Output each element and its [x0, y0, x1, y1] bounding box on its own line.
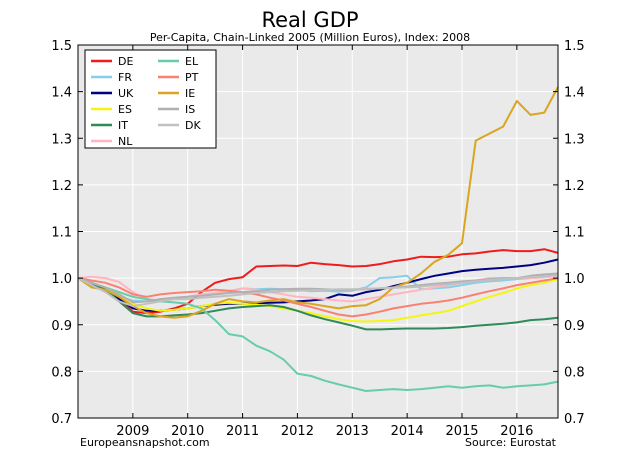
- legend-label-is: IS: [185, 103, 195, 116]
- x-tick-label: 2009: [116, 424, 149, 439]
- legend-label-it: IT: [118, 119, 128, 132]
- y-tick-label-left: 0.9: [51, 319, 72, 334]
- y-tick-label-left: 0.7: [51, 412, 72, 427]
- legend-label-pt: PT: [185, 71, 199, 84]
- y-tick-label-right: 1.5: [564, 39, 585, 54]
- legend-label-de: DE: [118, 55, 133, 68]
- footer-website: Europeansnapshot.com: [80, 436, 210, 449]
- y-tick-label-right: 0.7: [564, 412, 585, 427]
- x-tick-label: 2010: [171, 424, 204, 439]
- x-tick-label: 2012: [281, 424, 314, 439]
- x-tick-label: 2016: [500, 424, 533, 439]
- legend-label-fr: FR: [118, 71, 132, 84]
- y-tick-label-left: 1.4: [51, 86, 72, 101]
- y-tick-label-right: 1.2: [564, 179, 585, 194]
- x-tick-label: 2015: [445, 424, 478, 439]
- y-tick-label-right: 1.4: [564, 86, 585, 101]
- legend-label-dk: DK: [185, 119, 201, 132]
- y-tick-label-left: 1.5: [51, 39, 72, 54]
- legend-label-uk: UK: [118, 87, 134, 100]
- y-tick-label-right: 1.1: [564, 226, 585, 241]
- series-lines: [77, 86, 559, 392]
- x-tick-label: 2011: [226, 424, 259, 439]
- x-tick-label: 2014: [391, 424, 424, 439]
- y-tick-label-right: 1.0: [564, 272, 585, 287]
- series-line-pt: [77, 277, 559, 318]
- chart-title: Real GDP: [261, 8, 358, 32]
- y-tick-label-left: 1.1: [51, 226, 72, 241]
- y-tick-label-right: 1.3: [564, 132, 585, 147]
- legend-label-es: ES: [118, 103, 132, 116]
- y-tick-label-left: 0.8: [51, 365, 72, 380]
- series-line-de: [77, 248, 559, 315]
- y-tick-label-left: 1.2: [51, 179, 72, 194]
- legend-label-el: EL: [185, 55, 199, 68]
- chart-subtitle: Per-Capita, Chain-Linked 2005 (Million E…: [150, 31, 470, 44]
- x-tick-label: 2013: [336, 424, 369, 439]
- legend: DE FR UK ES IT NL EL PT IE IS DK: [84, 49, 217, 149]
- footer-source: Source: Eurostat: [465, 436, 557, 449]
- series-line-dk: [77, 274, 559, 308]
- y-tick-label-left: 1.3: [51, 132, 72, 147]
- series-line-es: [77, 277, 559, 323]
- y-tick-label-right: 0.8: [564, 365, 585, 380]
- legend-label-nl: NL: [118, 135, 133, 148]
- legend-label-ie: IE: [185, 87, 195, 100]
- legend-box: [84, 49, 217, 149]
- axis-ticks: 2009 2010 2011 2012 2013 2014 2015 2016 0.7 0.7 0.…: [51, 39, 584, 439]
- y-tick-label-right: 0.9: [564, 319, 585, 334]
- y-tick-label-left: 1.0: [51, 272, 72, 287]
- series-line-ie: [77, 86, 559, 319]
